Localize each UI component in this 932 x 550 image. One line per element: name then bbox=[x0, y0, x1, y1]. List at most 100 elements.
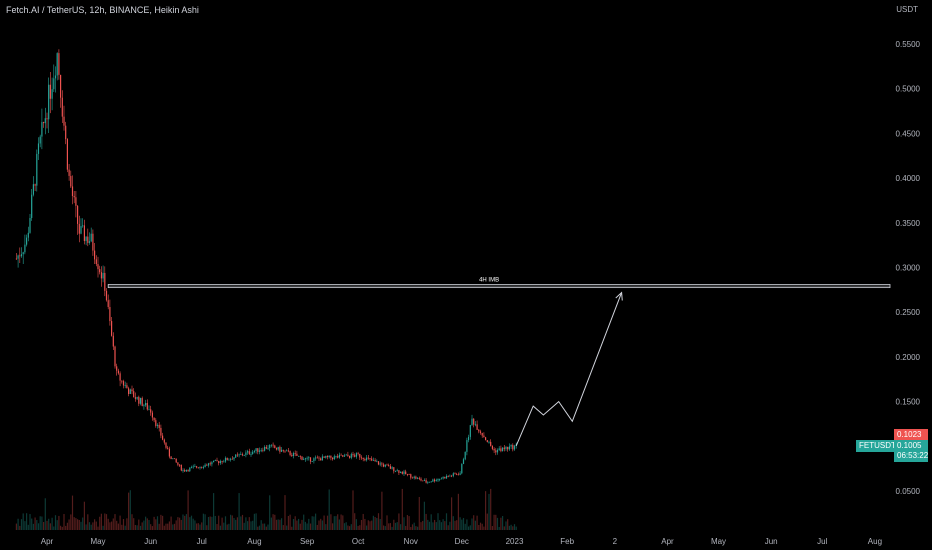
candle-body bbox=[294, 453, 296, 454]
volume-bar bbox=[56, 520, 58, 530]
volume-bar bbox=[354, 513, 356, 530]
x-tick-label: Apr bbox=[41, 537, 54, 546]
volume-bar bbox=[267, 524, 269, 530]
volume-bar bbox=[163, 525, 165, 530]
volume-bar bbox=[245, 517, 247, 530]
volume-bar bbox=[196, 523, 198, 530]
bar-countdown: 06:53:22 bbox=[897, 451, 929, 460]
volume-bar bbox=[383, 525, 385, 530]
volume-bar bbox=[37, 523, 40, 530]
volume-bar bbox=[451, 497, 453, 530]
candle-body bbox=[206, 464, 208, 466]
candle-body bbox=[394, 471, 397, 472]
candle-body bbox=[131, 389, 133, 392]
volume-bar bbox=[146, 518, 148, 530]
candle-body bbox=[468, 436, 470, 441]
volume-bar bbox=[332, 523, 334, 530]
volume-bar bbox=[202, 513, 204, 530]
volume-bar bbox=[119, 515, 121, 530]
volume-bar bbox=[350, 524, 352, 530]
volume-bar bbox=[88, 522, 91, 530]
volume-bar bbox=[352, 490, 354, 530]
volume-bar bbox=[428, 521, 431, 530]
candle-body bbox=[398, 470, 400, 473]
volume-bar bbox=[457, 493, 459, 530]
candle-body bbox=[158, 424, 160, 428]
volume-bar bbox=[226, 524, 228, 530]
candle-body bbox=[371, 458, 373, 461]
candle-body bbox=[298, 455, 300, 457]
volume-bar bbox=[20, 519, 23, 530]
candle-body bbox=[196, 466, 198, 468]
y-tick-label: 0.5000 bbox=[896, 85, 921, 94]
candle-body bbox=[335, 456, 337, 457]
last-price-badge: 0.1005 06:53:22 bbox=[894, 440, 928, 462]
candle-body bbox=[425, 480, 427, 483]
candle-body bbox=[427, 481, 429, 483]
candle-body bbox=[437, 479, 439, 481]
volume-bar bbox=[238, 493, 240, 530]
candle-body bbox=[505, 447, 507, 449]
candle-body bbox=[366, 457, 368, 461]
volume-bar bbox=[355, 519, 357, 530]
volume-bar bbox=[54, 515, 57, 530]
candle-body bbox=[168, 448, 170, 457]
volume-bar bbox=[434, 519, 436, 530]
candle-body bbox=[226, 457, 228, 461]
y-tick-label: 0.5500 bbox=[896, 40, 921, 49]
volume-bar bbox=[502, 515, 504, 530]
volume-bar bbox=[184, 515, 186, 530]
volume-bar bbox=[153, 516, 155, 530]
volume-bar bbox=[454, 520, 456, 530]
volume-bar bbox=[182, 514, 184, 530]
volume-bar bbox=[461, 519, 463, 530]
volume-bar bbox=[233, 518, 235, 530]
candle-body bbox=[216, 460, 218, 462]
candle-body bbox=[155, 420, 157, 426]
volume-bar bbox=[43, 521, 45, 530]
candle-body bbox=[247, 451, 249, 453]
candle-body bbox=[36, 153, 38, 186]
candle-body bbox=[236, 454, 238, 456]
volume-bar bbox=[464, 523, 466, 530]
volume-bar bbox=[165, 523, 167, 530]
volume-bar bbox=[151, 526, 153, 530]
candle-body bbox=[112, 335, 114, 347]
volume-bar bbox=[26, 513, 28, 530]
x-axis: Apr May Jun Jul Aug Sep Oct Nov Dec 2023 Feb 2 Apr Ma… bbox=[41, 537, 882, 546]
volume-bar bbox=[498, 526, 500, 530]
candle-body bbox=[32, 184, 34, 195]
candle-body bbox=[119, 373, 121, 381]
volume-bar bbox=[34, 517, 36, 530]
volume-bar bbox=[337, 514, 339, 530]
x-tick-label: 2 bbox=[613, 537, 618, 546]
volume-bar bbox=[185, 514, 187, 530]
volume-bar bbox=[491, 526, 493, 530]
candle-body bbox=[513, 445, 516, 450]
volume-bar bbox=[269, 495, 271, 530]
volume-bar bbox=[221, 517, 223, 530]
volume-bar bbox=[485, 491, 487, 530]
volume-bar bbox=[155, 519, 157, 530]
volume-bar bbox=[85, 524, 87, 530]
candle-body bbox=[405, 471, 407, 475]
volume-bar bbox=[496, 517, 499, 530]
candle-body bbox=[410, 474, 412, 478]
x-tick-label: Jun bbox=[765, 537, 778, 546]
volume-bar bbox=[141, 522, 143, 530]
volume-bar bbox=[187, 490, 189, 530]
x-tick-label: Jul bbox=[197, 537, 207, 546]
volume-bar bbox=[452, 516, 454, 530]
candle-body bbox=[48, 84, 50, 120]
volume-bar bbox=[51, 517, 53, 530]
candle-body bbox=[508, 446, 510, 450]
volume-bar bbox=[175, 520, 177, 530]
candle-body bbox=[359, 453, 361, 458]
candle-body bbox=[39, 136, 41, 144]
volume-bar bbox=[507, 519, 509, 530]
candle-body bbox=[275, 448, 278, 450]
candle-body bbox=[146, 403, 148, 410]
candle-body bbox=[461, 463, 463, 474]
candle-body bbox=[95, 259, 97, 265]
